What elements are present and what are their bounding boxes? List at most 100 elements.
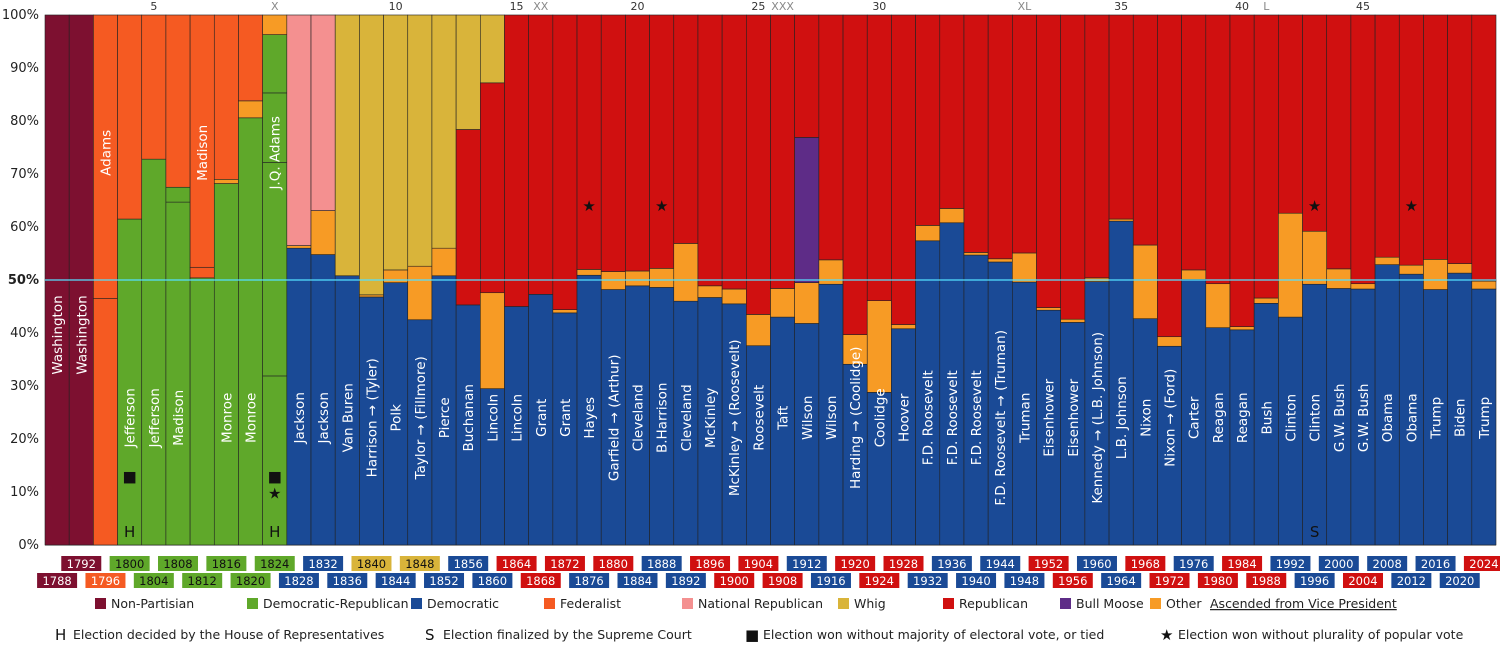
bar-segment <box>431 14 457 249</box>
bar-segment <box>528 294 554 546</box>
year-badge <box>1149 573 1190 588</box>
winner-name: Jefferson <box>147 388 163 448</box>
year-label: 2020 <box>1445 574 1474 588</box>
bar-segment <box>431 275 457 546</box>
bar-segment <box>1253 297 1279 304</box>
year-label: 1820 <box>236 574 265 588</box>
year-badge <box>738 556 779 571</box>
year-label: 2024 <box>1469 557 1498 571</box>
year-label: 1860 <box>478 574 507 588</box>
election-number: 5 <box>150 0 157 13</box>
year-badge <box>1367 556 1408 571</box>
winner-name: Pierce <box>437 397 453 438</box>
winner-name: Harding → (Coolidge) <box>848 347 864 490</box>
bar-segment <box>576 14 602 270</box>
bar-segment <box>625 14 650 272</box>
bar-segment <box>189 277 215 546</box>
legend-swatch <box>943 598 954 609</box>
legend-label: Republican <box>959 596 1028 611</box>
winner-name: B.Harrison <box>655 383 671 453</box>
election-marker: H <box>269 523 280 541</box>
bar-segment <box>1253 14 1279 299</box>
winner-name: Lincoln <box>510 394 526 442</box>
bar-segment <box>1423 259 1448 290</box>
year-label: 1932 <box>913 574 942 588</box>
year-badge <box>327 573 368 588</box>
year-badge <box>278 573 319 588</box>
bar-segment <box>915 225 941 242</box>
bar-segment <box>1423 14 1448 260</box>
year-label: 1924 <box>865 574 894 588</box>
year-badge <box>810 573 851 588</box>
winner-name: Taft <box>776 406 792 431</box>
winner-name: Monroe <box>219 393 235 443</box>
bar-segment <box>697 14 723 287</box>
year-label: 1792 <box>67 557 96 571</box>
year-label: 1996 <box>1300 574 1329 588</box>
year-badge <box>835 556 876 571</box>
bar-segment <box>1253 303 1279 546</box>
bar-segment <box>479 292 505 389</box>
winner-name: McKinley <box>703 388 719 448</box>
year-badge <box>375 573 416 588</box>
y-tick-label: 50% <box>8 273 39 288</box>
bar-segment <box>891 328 916 546</box>
year-label: 1968 <box>1131 557 1160 571</box>
winner-name: Clinton <box>1308 394 1324 442</box>
year-label: 1880 <box>599 557 628 571</box>
bar-segment <box>189 14 215 268</box>
winner-name: G.W. Bush <box>1356 384 1372 453</box>
bar-segment <box>1205 327 1231 546</box>
bar-segment <box>673 14 699 244</box>
bar-segment <box>262 162 288 377</box>
year-badge <box>980 556 1021 571</box>
bar-segment <box>213 14 239 180</box>
election-number: 20 <box>630 0 644 13</box>
y-tick-label: 90% <box>10 61 39 76</box>
bar-segment <box>1326 288 1352 546</box>
year-badge <box>61 556 102 571</box>
winner-name: Obama <box>1404 393 1420 442</box>
winner-name: Jackson <box>316 392 332 444</box>
winner-name: Grant <box>534 399 550 437</box>
year-badge <box>1004 573 1045 588</box>
bar-segment <box>1471 14 1497 282</box>
bar-segment <box>262 375 288 546</box>
legend-label: Non-Partisian <box>111 596 194 611</box>
bar-segment <box>600 14 626 272</box>
year-label: 1804 <box>139 574 168 588</box>
bar-segment <box>915 14 941 226</box>
bar-segment <box>891 14 916 325</box>
bar-segment <box>407 319 433 546</box>
winner-name: Monroe <box>244 393 260 443</box>
winner-name: Hoover <box>897 393 913 442</box>
bar-segment <box>697 297 723 546</box>
legend-swatch <box>838 598 849 609</box>
year-badge <box>714 573 755 588</box>
bar-segment <box>286 245 312 249</box>
year-badge <box>182 573 223 588</box>
bar-segment <box>1229 329 1255 546</box>
legend-swatch <box>95 598 106 609</box>
year-badge <box>569 573 610 588</box>
bar-segment <box>1398 264 1424 275</box>
legend-label: Federalist <box>560 596 621 611</box>
winner-name: Roosevelt <box>751 385 767 451</box>
y-tick-label: 10% <box>10 485 39 500</box>
y-tick-label: 20% <box>10 432 39 447</box>
bar-segment <box>238 100 263 119</box>
bar-segment <box>963 254 989 546</box>
year-badge <box>1173 556 1214 571</box>
note-symbol: S <box>425 626 435 644</box>
bar-segment <box>842 363 868 546</box>
election-number: XX <box>533 0 549 13</box>
year-label: 1900 <box>720 574 749 588</box>
year-badge <box>762 573 803 588</box>
bar-segment <box>987 14 1013 260</box>
bar-segment <box>238 14 263 102</box>
bar-segment <box>1471 280 1497 290</box>
note-text: Election decided by the House of Represe… <box>73 627 384 642</box>
bar-segment <box>213 183 239 546</box>
winner-name: Trump <box>1477 397 1493 440</box>
y-tick-label: 60% <box>10 220 39 235</box>
